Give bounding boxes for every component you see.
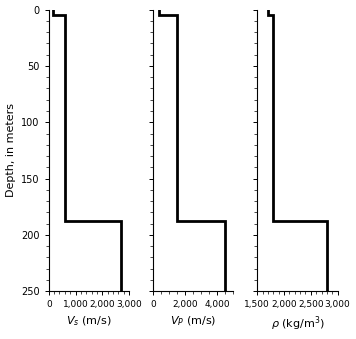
X-axis label: $V_P$ (m/s): $V_P$ (m/s) [170,315,216,328]
Y-axis label: Depth, in meters: Depth, in meters [6,103,16,197]
X-axis label: $V_s$ (m/s): $V_s$ (m/s) [66,315,112,328]
X-axis label: $\rho$ (kg/m$^3$): $\rho$ (kg/m$^3$) [271,315,324,334]
